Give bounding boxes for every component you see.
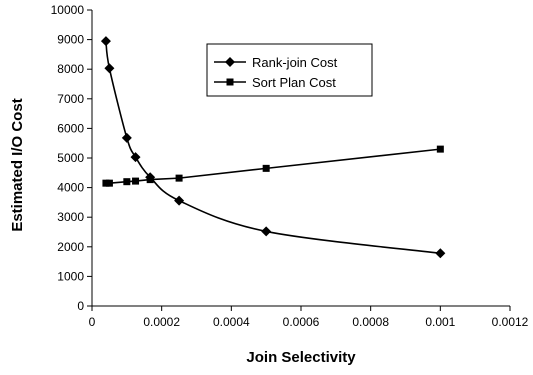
y-axis-ticks: 0 1000 2000 3000 4000 5000 6000 7000 8000 9000 100… [51,3,92,313]
x-tick-label: 0.001 [425,315,455,329]
x-tick-label: 0.0002 [143,315,180,329]
y-tick-label: 2000 [57,240,84,254]
y-tick-label: 7000 [57,92,84,106]
x-tick-label: 0.0006 [283,315,320,329]
y-tick-label: 1000 [57,269,84,283]
x-tick-label: 0.0008 [352,315,389,329]
data-point-square [105,179,113,187]
series-layer [100,36,446,259]
data-point-diamond [100,36,111,47]
y-axis-title: Estimated I/O Cost [9,98,26,231]
data-point-square [262,164,270,172]
y-tick-label: 9000 [57,33,84,47]
y-tick-label: 10000 [51,3,85,17]
data-point-diamond [435,248,446,259]
data-point-square [436,145,444,153]
data-point-diamond [130,152,141,163]
legend-label-rank-join: Rank-join Cost [252,55,338,70]
data-point-diamond [104,63,115,74]
data-point-diamond [261,226,272,237]
y-tick-label: 0 [77,299,84,313]
legend-marker-square [226,78,234,86]
data-point-diamond [121,132,132,143]
x-axis-ticks: 0 0.0002 0.0004 0.0006 0.0008 0.001 0.0012 [89,306,529,329]
x-tick-label: 0.0012 [492,315,529,329]
legend: Rank-join Cost Sort Plan Cost [206,43,373,97]
y-tick-label: 6000 [57,121,84,135]
y-tick-label: 3000 [57,210,84,224]
legend-marker-diamond [225,57,235,67]
y-tick-label: 4000 [57,181,84,195]
y-tick-label: 8000 [57,62,84,76]
data-point-square [132,177,140,185]
legend-label-sort-plan: Sort Plan Cost [252,75,336,90]
data-point-square [123,178,131,186]
x-axis-title: Join Selectivity [246,349,356,366]
x-tick-label: 0.0004 [213,315,250,329]
x-tick-label: 0 [89,315,96,329]
series-line-sort-plan-cost [105,148,441,184]
data-point-square [175,174,183,182]
data-point-square [146,176,154,184]
y-tick-label: 5000 [57,151,84,165]
data-point-diamond [174,195,185,206]
legend-box [206,43,373,97]
